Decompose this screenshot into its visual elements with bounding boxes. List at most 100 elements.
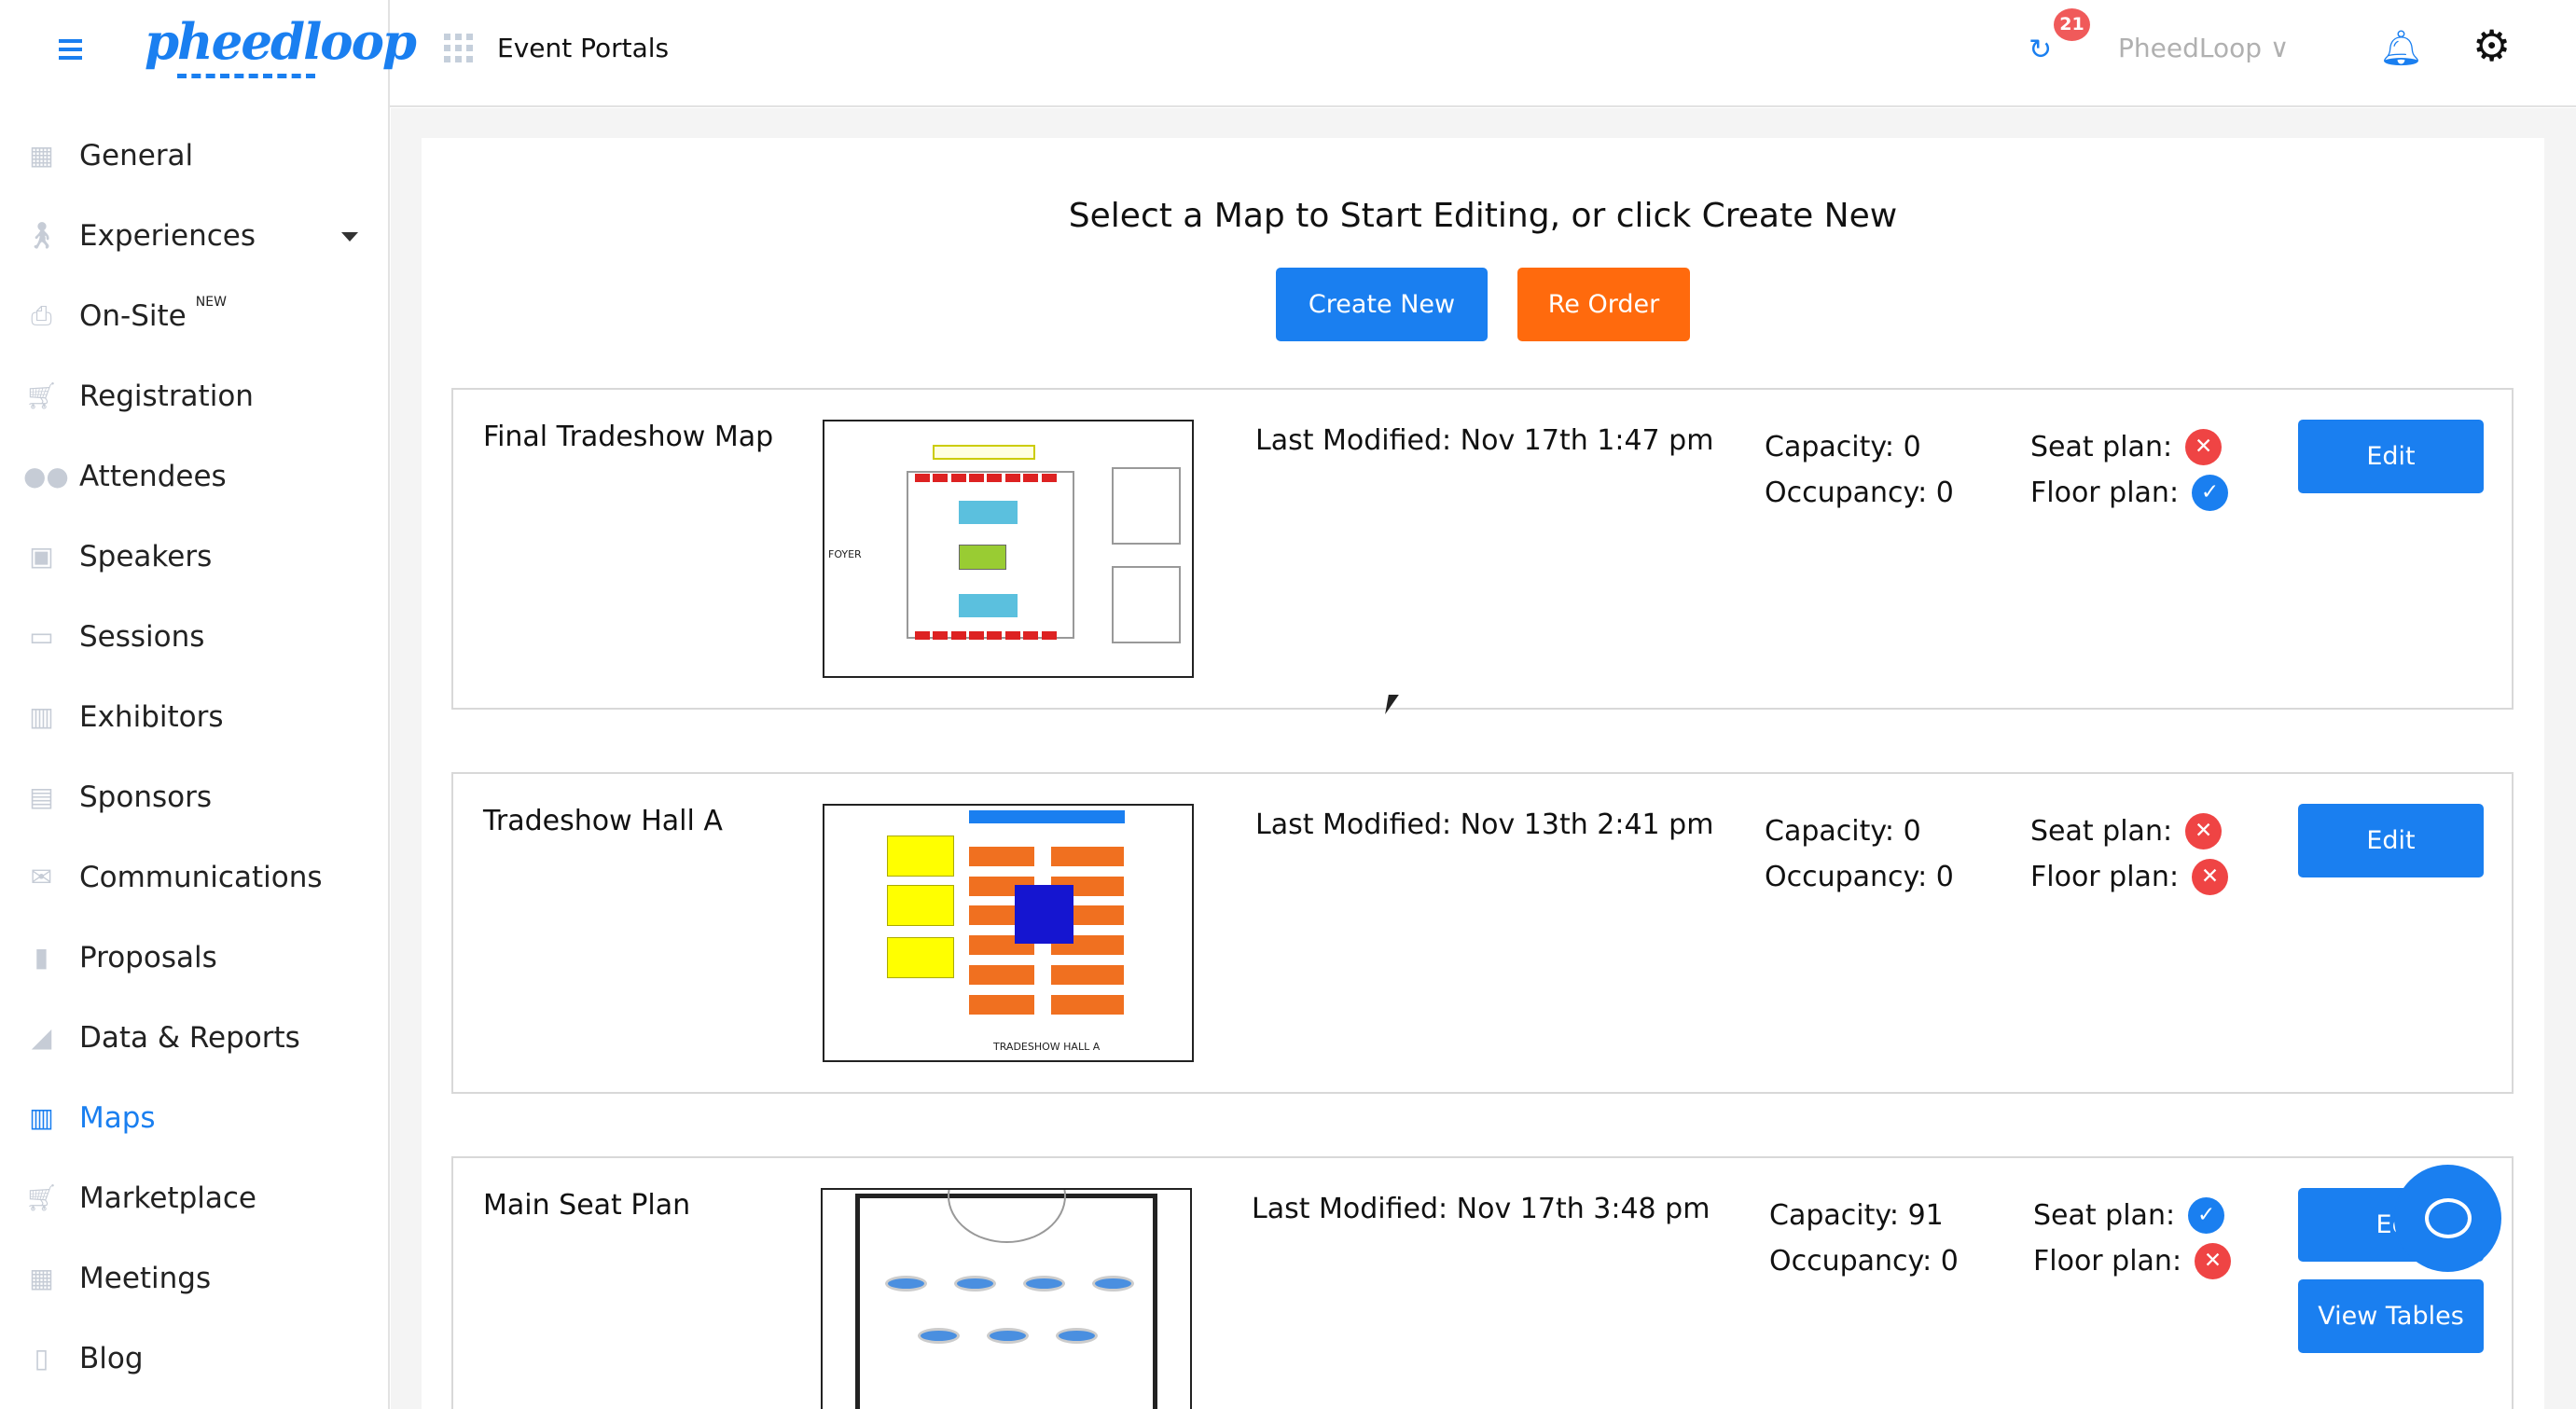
- sidebar-item-label: Sponsors: [79, 780, 212, 814]
- printer-icon: ⎙: [31, 300, 52, 331]
- x-icon: ✕: [2195, 1243, 2232, 1279]
- person-icon: 🚶︎: [24, 220, 59, 251]
- logo-arrow: [177, 74, 315, 78]
- sidebar-item-label: Registration: [79, 380, 254, 413]
- sidebar-item-sponsors[interactable]: ▤ Sponsors: [0, 757, 390, 837]
- map-shape: [918, 1328, 960, 1344]
- sidebar-item-general[interactable]: ▦ General: [0, 116, 390, 196]
- sidebar-item-meetings[interactable]: ▦ Meetings: [0, 1238, 390, 1319]
- sidebar-item-label: Marketplace: [79, 1181, 256, 1215]
- top-bar: Event Portals ↻ 21 PheedLoop ∨ 🔔︎ ⚙: [0, 0, 2576, 107]
- map-thumbnail[interactable]: [821, 1188, 1192, 1409]
- map-shape: [1005, 631, 1020, 640]
- main-content: Select a Map to Start Editing, or click …: [391, 108, 2576, 1409]
- view-tables-button[interactable]: View Tables: [2298, 1279, 2484, 1353]
- cart-icon: 🛒︎: [24, 1182, 59, 1213]
- last-modified: Last Modified: Nov 17th 3:48 pm: [1252, 1193, 1710, 1225]
- reorder-button[interactable]: Re Order: [1517, 268, 1690, 341]
- users-icon: ●●: [23, 461, 69, 491]
- sidebar-item-maps[interactable]: ▥ Maps: [0, 1078, 390, 1158]
- gear-icon[interactable]: ⚙: [2472, 21, 2512, 71]
- bell-icon[interactable]: 🔔︎: [2379, 28, 2423, 68]
- x-icon: ✕: [2185, 813, 2223, 850]
- map-shape: [933, 474, 948, 482]
- chat-button[interactable]: [2394, 1165, 2501, 1272]
- cart-icon: 🛒︎: [24, 380, 59, 411]
- envelope-icon: ✉: [30, 862, 53, 892]
- map-shape: [887, 937, 954, 978]
- check-icon: ✓: [2188, 1197, 2225, 1234]
- seat-plan-label: Seat plan:: [2030, 431, 2173, 463]
- map-shape: [887, 836, 954, 877]
- sidebar-item-label: Experiences: [79, 219, 256, 253]
- sidebar-item-blog[interactable]: ▯ Blog: [0, 1319, 390, 1399]
- x-icon: ✕: [2192, 859, 2229, 895]
- file-icon: ▮: [34, 942, 49, 973]
- section-title: Event Portals: [497, 33, 670, 63]
- occupancy: Occupancy: 0: [1765, 861, 1954, 893]
- sidebar-item-attendees[interactable]: ●● Attendees: [0, 436, 390, 517]
- map-name: Tradeshow Hall A: [483, 805, 723, 837]
- sidebar-item-proposals[interactable]: ▮ Proposals: [0, 918, 390, 998]
- map-shape: [1056, 1328, 1098, 1344]
- map-shape: [951, 631, 966, 640]
- sidebar-item-registration[interactable]: 🛒︎ Registration: [0, 356, 390, 436]
- map-shape: [959, 594, 1018, 617]
- capacity: Capacity: 0: [1765, 815, 1921, 848]
- map-shape: [1112, 467, 1181, 545]
- sidebar-item-experiences[interactable]: 🚶︎ Experiences: [0, 196, 390, 276]
- map-shape: [933, 631, 948, 640]
- sidebar-item-label: General: [79, 139, 194, 173]
- edit-button[interactable]: Edit: [2298, 420, 2484, 493]
- sidebar-item-label: Maps: [79, 1101, 156, 1135]
- sidebar-nav: ▦ General 🚶︎ Experiences ⎙ On-Site NEW 🛒︎ Regist…: [0, 116, 390, 1399]
- notification-count-badge: 21: [2054, 8, 2090, 41]
- map-thumbnail[interactable]: FOYER: [823, 420, 1194, 678]
- seat-plan-label: Seat plan:: [2030, 815, 2173, 848]
- map-shape: [969, 965, 1034, 985]
- calendar-icon: ▦: [29, 1263, 54, 1293]
- map-shape: [1112, 566, 1181, 643]
- account-dropdown[interactable]: PheedLoop ∨: [2118, 33, 2289, 63]
- sidebar: pheedloop ▦ General 🚶︎ Experiences ⎙ On-Site N…: [0, 0, 417, 1409]
- sidebar-item-label: Attendees: [79, 460, 227, 493]
- event-portals-link[interactable]: Event Portals: [444, 33, 669, 63]
- map-shape: [987, 631, 1002, 640]
- create-new-button[interactable]: Create New: [1276, 268, 1488, 341]
- map-card: Main Seat Plan Last Modified: Nov 17th 3…: [451, 1156, 2514, 1409]
- sidebar-item-on-site[interactable]: ⎙ On-Site NEW: [0, 276, 390, 356]
- history-icon[interactable]: ↻: [2029, 34, 2053, 66]
- logo[interactable]: pheedloop: [145, 13, 417, 71]
- account-name: PheedLoop: [2118, 33, 2262, 63]
- apps-grid-icon: [444, 33, 474, 63]
- sidebar-item-label: Data & Reports: [79, 1021, 300, 1055]
- map-name: Main Seat Plan: [483, 1189, 691, 1222]
- last-modified: Last Modified: Nov 17th 1:47 pm: [1255, 424, 1714, 457]
- sidebar-item-sessions[interactable]: ▭ Sessions: [0, 597, 390, 677]
- sidebar-item-communications[interactable]: ✉ Communications: [0, 837, 390, 918]
- floor-plan-label: Floor plan:: [2030, 477, 2180, 509]
- occupancy: Occupancy: 0: [1769, 1245, 1959, 1278]
- seat-plan-label: Seat plan:: [2033, 1199, 2176, 1232]
- map-shape: [1051, 965, 1124, 985]
- sidebar-item-data-reports[interactable]: ◢ Data & Reports: [0, 998, 390, 1078]
- map-shape: [987, 1328, 1029, 1344]
- menu-icon[interactable]: [59, 39, 82, 62]
- map-thumbnail[interactable]: TRADESHOW HALL A: [823, 804, 1194, 1062]
- map-shape: [969, 474, 984, 482]
- caret-down-icon[interactable]: [341, 232, 358, 242]
- check-icon: ✓: [2192, 475, 2229, 511]
- map-card: Tradeshow Hall A TRADESHOW HALL A Last M…: [451, 772, 2514, 1094]
- thumb-label: TRADESHOW HALL A: [993, 1041, 1101, 1053]
- sidebar-item-speakers[interactable]: ▣ Speakers: [0, 517, 390, 597]
- chevron-down-icon: ∨: [2269, 33, 2290, 63]
- map-shape: [885, 1276, 927, 1292]
- map-shape: [987, 474, 1002, 482]
- map-shape: [1092, 1276, 1134, 1292]
- edit-button[interactable]: Edit: [2298, 804, 2484, 877]
- floor-plan-label: Floor plan:: [2033, 1245, 2182, 1278]
- sidebar-item-marketplace[interactable]: 🛒︎ Marketplace: [0, 1158, 390, 1238]
- sidebar-item-exhibitors[interactable]: ▥ Exhibitors: [0, 677, 390, 757]
- map-shape: [959, 501, 1018, 524]
- map-shape: [915, 474, 930, 482]
